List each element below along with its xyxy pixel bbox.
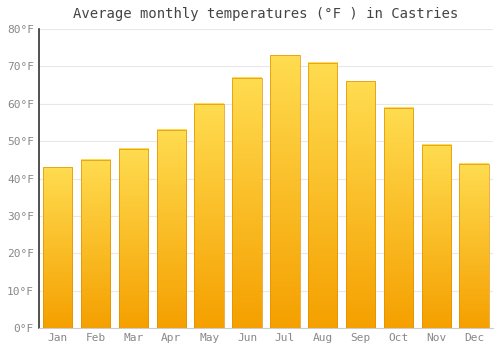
Bar [270,55,300,328]
Bar [156,130,186,328]
Title: Average monthly temperatures (°F ) in Castries: Average monthly temperatures (°F ) in Ca… [74,7,458,21]
Bar [118,149,148,328]
Bar [81,160,110,328]
Bar [384,107,413,328]
Bar [460,164,489,328]
Bar [422,145,451,328]
Bar [43,167,72,328]
Bar [232,78,262,328]
Bar [346,82,376,328]
Bar [194,104,224,328]
Bar [308,63,338,328]
